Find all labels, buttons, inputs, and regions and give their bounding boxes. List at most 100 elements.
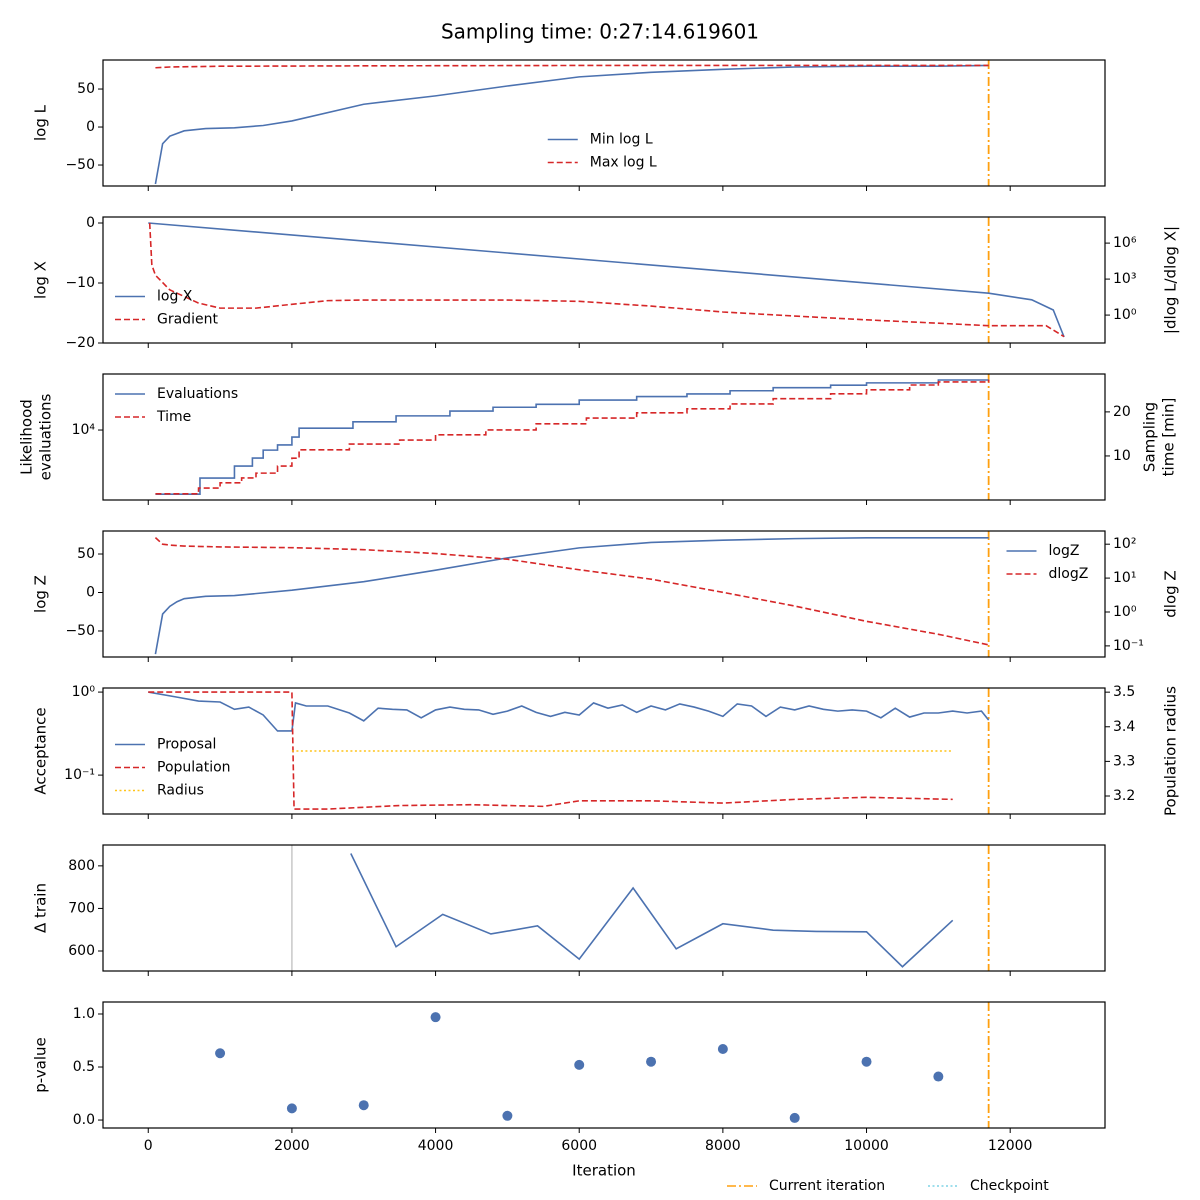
point — [215, 1048, 226, 1059]
plot-area — [291, 845, 990, 971]
axes-frame — [102, 687, 1106, 815]
legend-label: Proposal — [157, 737, 216, 753]
x-tick-label: 12000 — [988, 1138, 1033, 1154]
plot-area — [154, 531, 990, 657]
point — [574, 1059, 585, 1070]
y2-axis-label: |dlog L/dlog X| — [1162, 226, 1180, 334]
y2-axis-label: Sampling — [1141, 402, 1159, 472]
x-axis-label: Iteration — [572, 1162, 636, 1180]
y-tick-label: −50 — [65, 157, 95, 173]
point — [646, 1056, 657, 1067]
y-tick-label: 50 — [77, 81, 95, 97]
x-tick-label: 0 — [144, 1138, 153, 1154]
x-tick-label: 2000 — [274, 1138, 310, 1154]
series-line — [155, 64, 989, 69]
point — [502, 1110, 513, 1121]
axes-frame — [102, 59, 1106, 187]
y-axis-label: Δ train — [32, 883, 50, 933]
y-tick-label: −20 — [65, 335, 95, 351]
legend-label: Gradient — [157, 312, 218, 328]
y-tick-label: 600 — [68, 943, 95, 959]
point — [358, 1100, 369, 1111]
series-line — [154, 537, 989, 655]
point — [789, 1112, 800, 1123]
x-tick-label: 8000 — [705, 1138, 741, 1154]
y2-axis-label: time [min] — [1160, 398, 1178, 477]
legend-label: Min log L — [590, 132, 653, 148]
y-axis-label: evaluations — [37, 393, 55, 480]
series-line — [148, 691, 953, 810]
point — [430, 1012, 441, 1023]
legend-label: Max log L — [590, 155, 657, 171]
point — [717, 1043, 728, 1054]
y-tick-label: 0.0 — [73, 1112, 95, 1128]
y-axis-label: Acceptance — [32, 707, 50, 794]
y-tick-label: 0 — [86, 119, 95, 135]
plot-area — [148, 688, 990, 814]
series-line — [148, 223, 1065, 338]
y2-tick-label: 10⁰ — [1113, 604, 1137, 620]
y-tick-label: −10 — [65, 275, 95, 291]
series-line — [155, 379, 990, 495]
legend-label: Time — [156, 409, 191, 425]
y-axis-label: log Z — [32, 575, 50, 613]
series-line — [350, 853, 954, 968]
y2-tick-label: 10¹ — [1113, 570, 1136, 586]
x-tick-label: 10000 — [844, 1138, 889, 1154]
y2-tick-label: 10² — [1113, 536, 1136, 552]
y2-tick-label: 3.3 — [1113, 753, 1135, 769]
legend-label: Checkpoint — [970, 1178, 1049, 1194]
y2-tick-label: 3.5 — [1113, 684, 1135, 700]
y-tick-label: 0 — [86, 215, 95, 231]
y-axis-label: Likelihood — [18, 399, 36, 475]
axes-frame — [102, 1001, 1106, 1129]
y2-tick-label: 3.2 — [1113, 788, 1135, 804]
y-tick-label: −50 — [65, 623, 95, 639]
y2-tick-label: 10⁰ — [1113, 307, 1137, 323]
legend-label: dlogZ — [1049, 566, 1089, 582]
y2-tick-label: 3.4 — [1113, 719, 1135, 735]
series-line — [154, 64, 989, 185]
legend-label: Radius — [157, 783, 204, 799]
y-tick-label: 700 — [68, 900, 95, 916]
legend-label: logZ — [1049, 543, 1080, 559]
point — [286, 1103, 297, 1114]
y-tick-label: 800 — [68, 858, 95, 874]
x-tick-label: 4000 — [418, 1138, 454, 1154]
point — [933, 1071, 944, 1082]
y2-axis-label: dlog Z — [1162, 570, 1180, 617]
y-tick-label: 0.5 — [73, 1059, 95, 1075]
plot-area — [215, 1002, 990, 1128]
axes-frame — [102, 373, 1106, 501]
figure-title: Sampling time: 0:27:14.619601 — [441, 20, 759, 44]
y2-tick-label: 10 — [1113, 448, 1131, 464]
y-tick-label: 1.0 — [73, 1006, 95, 1022]
legend-label: Current iteration — [769, 1178, 885, 1194]
series-line — [148, 222, 1065, 338]
y2-tick-label: 20 — [1113, 404, 1131, 420]
legend-label: Evaluations — [157, 386, 238, 402]
plot-area — [155, 374, 990, 500]
y-axis-label: log L — [32, 104, 50, 141]
y-tick-label: 10⁰ — [72, 684, 96, 700]
y-tick-label: 0 — [86, 584, 95, 600]
y2-tick-label: 10³ — [1113, 271, 1136, 287]
y-tick-label: 50 — [77, 546, 95, 562]
y2-tick-label: 10⁻¹ — [1113, 638, 1144, 654]
y2-axis-label: Population radius — [1162, 686, 1180, 816]
axes-frame — [102, 216, 1106, 344]
axes-frame — [102, 844, 1106, 972]
legend-label: log X — [157, 289, 193, 305]
point — [861, 1056, 872, 1067]
series-line — [154, 537, 989, 646]
y-axis-label: p-value — [32, 1037, 50, 1093]
plot-area — [148, 217, 1065, 343]
y-axis-label: log X — [32, 261, 50, 299]
series-line — [155, 379, 989, 496]
plot-area — [154, 60, 990, 186]
series-line — [148, 691, 990, 732]
y-tick-label: 10⁴ — [72, 422, 96, 438]
y2-tick-label: 10⁶ — [1113, 235, 1137, 251]
y-tick-label: 10⁻¹ — [64, 767, 95, 783]
